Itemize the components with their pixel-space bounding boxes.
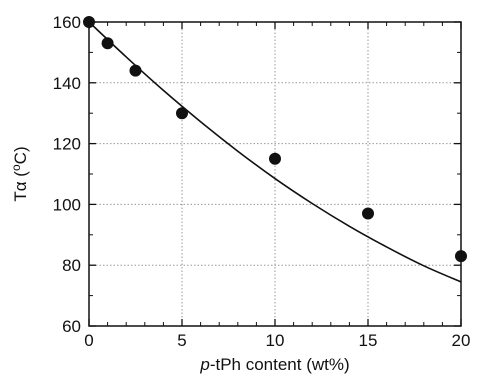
y-axis-label-degree: o	[9, 164, 23, 171]
y-tick-label: 140	[53, 74, 81, 93]
data-point	[269, 152, 281, 165]
data-point	[129, 64, 142, 77]
y-tick-label: 60	[62, 317, 81, 336]
x-tick-label: 0	[84, 331, 93, 350]
fit-curve-line	[88, 21, 462, 283]
x-tick-label: 15	[359, 331, 378, 350]
axis-ticks	[88, 21, 462, 327]
data-point	[362, 207, 374, 220]
x-axis-label: p-tPh content (wt%)	[199, 355, 349, 374]
y-axis-label-main: Tα (	[11, 171, 30, 202]
y-axis-label: Tα (oC)	[9, 146, 30, 201]
y-tick-label: 120	[53, 135, 81, 154]
y-tick-label: 160	[53, 13, 81, 32]
x-tick-labels: 0 5 10 15 20	[84, 331, 470, 350]
x-tick-label: 10	[266, 331, 285, 350]
grid	[89, 22, 461, 326]
x-axis-label-rest: -tPh content (wt%)	[210, 355, 350, 374]
y-tick-label: 80	[62, 256, 81, 275]
fit-curve	[88, 21, 462, 283]
data-point	[176, 107, 188, 120]
y-tick-labels: 60 80 100 120 140 160	[53, 13, 81, 336]
y-axis-label-unit: C)	[11, 146, 30, 164]
x-axis-label-italic: p	[199, 355, 209, 374]
data-point	[101, 37, 114, 50]
y-tick-label: 100	[53, 195, 81, 214]
x-tick-label: 20	[452, 331, 471, 350]
x-tick-label: 5	[177, 331, 186, 350]
